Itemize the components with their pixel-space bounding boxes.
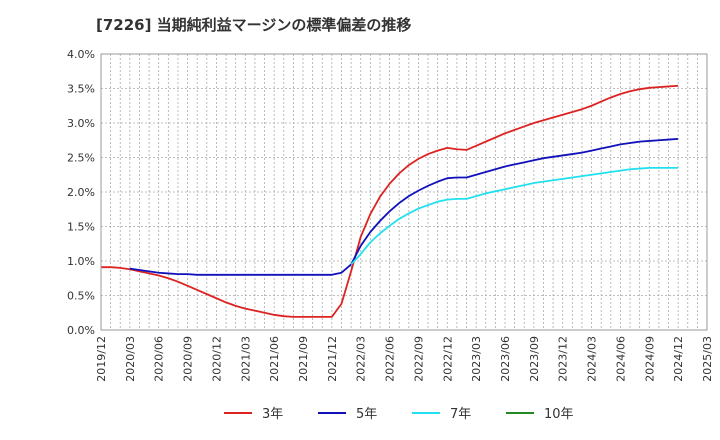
x-tick-label: 2020/06 (153, 336, 166, 382)
x-tick-label: 2021/09 (297, 336, 310, 382)
legend-label: 7年 (450, 407, 471, 422)
x-tick-label: 2020/03 (124, 336, 137, 382)
x-tick-label: 2019/12 (95, 336, 108, 382)
x-tick-label: 2022/06 (384, 336, 397, 382)
series-line (101, 84, 679, 318)
y-tick-label: 0.5% (67, 290, 95, 303)
x-tick-label: 2023/09 (528, 336, 541, 382)
legend: 3年 5年 7年 10年 (224, 407, 574, 422)
chart-title: [7226] 当期純利益マージンの標準偏差の推移 (96, 16, 412, 34)
x-tick-label: 2024/03 (586, 336, 599, 382)
series-lines (101, 84, 679, 318)
y-tick-label: 2.0% (67, 186, 95, 199)
x-tick-label: 2021/12 (326, 336, 339, 382)
y-tick-label: 1.5% (67, 221, 95, 234)
x-tick-label: 2024/06 (614, 336, 627, 382)
y-axis-ticks: 0.0% 0.5% 1.0% 1.5% 2.0% 2.5% 3.0% 3.5% 4.0% (67, 48, 95, 337)
y-tick-label: 2.5% (67, 152, 95, 165)
x-tick-label: 2022/03 (355, 336, 368, 382)
x-tick-label: 2023/03 (470, 336, 483, 382)
legend-label: 10年 (544, 407, 574, 422)
x-tick-label: 2020/12 (210, 336, 223, 382)
x-tick-label: 2023/06 (499, 336, 512, 382)
y-tick-label: 4.0% (67, 48, 95, 61)
x-tick-label: 2025/03 (701, 336, 714, 382)
plot-frame (100, 53, 708, 331)
x-axis-ticks: 2019/12 2020/03 2020/06 2020/09 2020/12 2021/… (95, 336, 714, 382)
x-tick-label: 2022/12 (441, 336, 454, 382)
x-tick-label: 2023/12 (557, 336, 570, 382)
y-tick-label: 0.0% (67, 324, 95, 337)
series-line (129, 137, 679, 276)
x-tick-label: 2024/09 (643, 336, 656, 382)
legend-label: 3年 (262, 407, 283, 422)
legend-label: 5年 (356, 407, 377, 422)
y-tick-label: 3.0% (67, 117, 95, 130)
x-tick-label: 2022/09 (412, 336, 425, 382)
x-tick-label: 2024/12 (672, 336, 685, 382)
y-tick-label: 1.0% (67, 255, 95, 268)
x-tick-label: 2021/06 (268, 336, 281, 382)
y-tick-label: 3.5% (67, 83, 95, 96)
x-tick-label: 2020/09 (182, 336, 195, 382)
x-tick-label: 2021/03 (239, 336, 252, 382)
series-line (350, 166, 679, 266)
